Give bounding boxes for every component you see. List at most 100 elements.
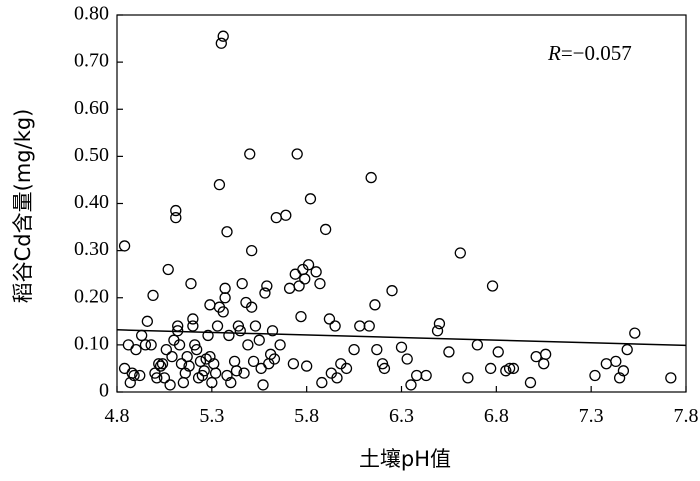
x-axis-title: 土壤pH值 — [359, 447, 451, 471]
data-point — [629, 327, 641, 339]
data-point — [187, 313, 199, 325]
data-point — [354, 320, 366, 332]
data-point — [187, 320, 199, 332]
data-point — [365, 171, 377, 184]
data-point — [228, 355, 241, 368]
data-point — [454, 247, 466, 259]
data-point — [600, 358, 612, 370]
data-point — [247, 355, 260, 368]
data-point — [420, 369, 432, 382]
y-axis-ticks: 0 0.10 0.20 0.30 0.40 0.50 0.60 0.70 0.80 — [74, 3, 123, 402]
data-point — [175, 358, 188, 370]
x-tick-label: 4.8 — [105, 405, 130, 427]
data-point — [225, 376, 237, 389]
data-point — [166, 351, 178, 363]
data-point — [386, 285, 398, 297]
data-point — [221, 369, 233, 382]
data-point — [236, 277, 248, 290]
data-point — [204, 351, 216, 363]
data-point — [329, 320, 341, 332]
y-axis-title-wrap: 稻谷Cd含量(mg/kg) — [11, 109, 35, 304]
data-point — [266, 325, 279, 337]
data-point — [211, 320, 224, 332]
data-point — [524, 376, 537, 389]
data-point — [217, 306, 229, 318]
y-tick-label: 0.70 — [74, 50, 109, 72]
data-point — [293, 280, 305, 292]
data-point — [280, 209, 292, 221]
data-point — [202, 329, 214, 342]
x-tick-label: 6.3 — [389, 405, 414, 427]
data-point — [191, 343, 203, 356]
plot-frame — [116, 14, 687, 393]
data-point — [246, 244, 258, 257]
data-point — [538, 358, 550, 370]
data-point — [194, 355, 207, 368]
data-point — [244, 148, 256, 160]
data-point — [310, 266, 322, 278]
data-point — [118, 362, 131, 375]
data-point — [147, 289, 159, 302]
data-point — [261, 280, 273, 292]
data-point — [151, 372, 163, 384]
data-point — [156, 358, 169, 370]
data-point — [287, 358, 300, 370]
data-point — [249, 320, 262, 332]
data-point — [213, 178, 226, 191]
data-point — [348, 343, 360, 356]
data-point — [268, 353, 281, 365]
data-point — [621, 343, 633, 356]
data-point — [242, 339, 254, 351]
data-point — [431, 325, 444, 337]
data-point — [223, 329, 235, 342]
data-point — [230, 365, 243, 377]
data-point — [136, 329, 148, 342]
data-point — [395, 341, 408, 353]
correlation-r-symbol: R — [547, 41, 561, 65]
data-point — [134, 369, 146, 382]
data-point — [443, 346, 455, 358]
data-point — [486, 280, 499, 292]
data-point — [219, 282, 231, 294]
data-point — [401, 353, 413, 365]
data-point — [316, 376, 328, 389]
data-point — [270, 211, 282, 224]
data-point — [154, 360, 167, 372]
data-point — [433, 318, 446, 330]
data-point — [219, 292, 231, 304]
data-point — [257, 379, 269, 391]
y-tick-label: 0 — [99, 380, 109, 402]
data-point — [118, 240, 131, 252]
data-point — [181, 351, 193, 363]
data-point — [411, 369, 423, 382]
data-point — [217, 30, 229, 42]
data-point — [153, 358, 165, 370]
data-point — [246, 301, 258, 313]
data-point — [221, 226, 233, 238]
data-point — [301, 360, 313, 372]
data-point — [164, 379, 176, 391]
data-point — [363, 320, 375, 332]
data-point — [331, 372, 343, 384]
data-point — [253, 334, 265, 346]
data-point — [665, 372, 677, 384]
data-point — [170, 211, 182, 224]
data-point — [141, 315, 153, 327]
data-point — [183, 360, 195, 372]
y-tick-label: 0.40 — [74, 191, 109, 213]
data-point — [405, 379, 417, 391]
y-tick-label: 0.60 — [74, 97, 109, 119]
data-point — [304, 193, 317, 205]
data-point — [145, 339, 157, 351]
data-point — [589, 369, 601, 382]
data-point — [126, 367, 138, 379]
data-point — [139, 339, 152, 351]
correlation-annotation: R=−0.057 — [547, 41, 632, 65]
data-point — [610, 355, 622, 368]
data-point — [299, 273, 311, 285]
data-point — [617, 365, 630, 377]
data-point — [462, 372, 474, 384]
data-point — [291, 148, 303, 160]
data-point — [471, 339, 484, 351]
